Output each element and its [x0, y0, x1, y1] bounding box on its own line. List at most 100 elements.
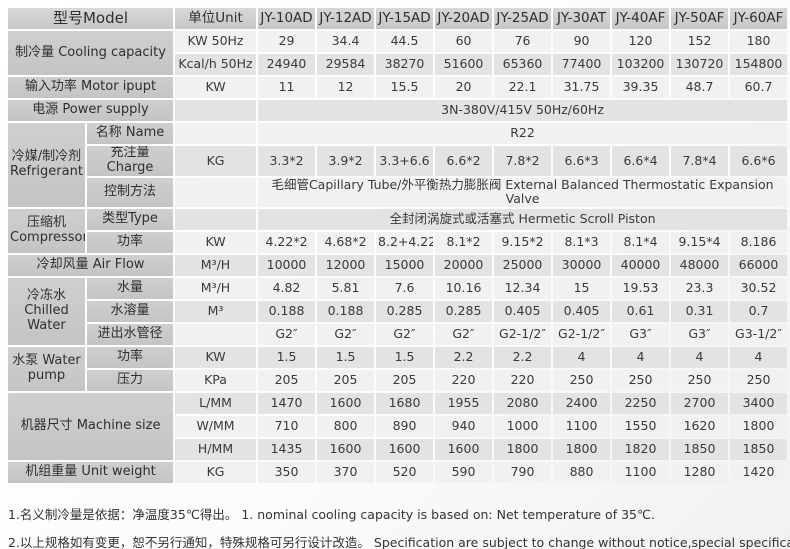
value-cell: 4	[730, 346, 788, 368]
value-cell: 76	[494, 31, 552, 52]
value-cell: 1800	[730, 415, 788, 437]
value-cell: 7.6	[376, 277, 434, 299]
sub-label-cell: 名称 Name	[87, 123, 174, 144]
value-cell: 29584	[317, 54, 375, 75]
value-cell: 3.9*2	[317, 146, 375, 176]
header-model-cell: JY-20AD	[435, 8, 493, 29]
value-cell: 4	[612, 346, 670, 368]
value-cell: 2.2	[435, 346, 493, 368]
value-cell: 31.75	[553, 77, 611, 98]
value-cell: 1420	[730, 461, 788, 483]
value-cell: 15000	[376, 254, 434, 276]
unit-cell	[175, 100, 257, 121]
value-cell: 8.1*2	[435, 231, 493, 253]
value-cell: 20	[435, 77, 493, 98]
value-cell: 12000	[317, 254, 375, 276]
value-cell: G2″	[258, 323, 316, 345]
value-cell: 8.2+4.22	[376, 231, 434, 253]
value-cell: 250	[553, 369, 611, 391]
table-row: 压力 KPa 205 205 205 220 220 250 250 250 250	[8, 369, 788, 391]
value-cell: 220	[435, 369, 493, 391]
value-cell: 38270	[376, 54, 434, 75]
value-cell: 11	[258, 77, 316, 98]
value-cell: 152	[671, 31, 729, 52]
unit-cell: M³/H	[175, 254, 257, 276]
header-unit-label: 单位Unit	[175, 8, 257, 29]
value-cell: 1955	[435, 392, 493, 414]
value-cell: 103200	[612, 54, 670, 75]
table-row: 充注量 Charge KG 3.3*2 3.9*2 3.3+6.6 6.6*2 7.8*2 6…	[8, 146, 788, 176]
value-cell: 23.3	[671, 277, 729, 299]
value-cell: 6.6*3	[553, 146, 611, 176]
value-cell: 24940	[258, 54, 316, 75]
table-row: 输入功率 Motor ipupt KW 11 12 15.5 20 22.1 31.75 39.…	[8, 77, 788, 98]
value-cell: 790	[494, 461, 552, 483]
value-cell: 15	[553, 277, 611, 299]
table-row: W/MM 710 800 890 940 1000 1100 1550 1620 1800	[8, 415, 788, 437]
value-cell: 1435	[258, 438, 316, 460]
value-cell: 1680	[376, 392, 434, 414]
table-row: 电源 Power supply 3N-380V/415V 50Hz/60Hz	[8, 100, 788, 121]
value-cell: 2250	[612, 392, 670, 414]
value-cell: 30000	[553, 254, 611, 276]
value-cell: 1850	[671, 438, 729, 460]
table-row: 制冷量 Cooling capacity KW 50Hz 29 34.4 44.5 60 7…	[8, 31, 788, 75]
header-model-cell: JY-15AD	[376, 8, 434, 29]
unit-cell	[175, 323, 257, 345]
value-cell: 4	[553, 346, 611, 368]
value-cell: 4.22*2	[258, 231, 316, 253]
value-cell: 1620	[671, 415, 729, 437]
value-cell: 30.52	[730, 277, 788, 299]
value-cell: 1600	[376, 438, 434, 460]
value-cell: 710	[258, 415, 316, 437]
header-model-cell: JY-25AD	[494, 8, 552, 29]
value-cell: 12	[317, 77, 375, 98]
value-cell: 6.6*2	[435, 146, 493, 176]
value-cell: 1600	[317, 392, 375, 414]
value-cell: 205	[317, 369, 375, 391]
merged-value-cell: 3N-380V/415V 50Hz/60Hz	[258, 100, 788, 121]
value-cell: 0.405	[494, 300, 552, 322]
sub-label-cell: 充注量 Charge	[87, 146, 174, 176]
value-cell: 10.16	[435, 277, 493, 299]
header-model-cell: JY-40AF	[612, 8, 670, 29]
value-cell: 2400	[553, 392, 611, 414]
value-cell: 940	[435, 415, 493, 437]
value-cell: G3″	[612, 323, 670, 345]
unit-cell: KW	[175, 77, 257, 98]
unit-cell: KW	[175, 231, 257, 253]
value-cell: 1820	[612, 438, 670, 460]
value-cell: 90	[553, 31, 611, 52]
unit-cell: H/MM	[175, 438, 257, 460]
table-row: H/MM 1435 1600 1600 1600 1800 1800 1820 1850 1850	[8, 438, 788, 460]
value-cell: 1850	[730, 438, 788, 460]
value-cell: 1.5	[317, 346, 375, 368]
header-model-cell: JY-30AT	[553, 8, 611, 29]
merged-value-cell: 全封闭涡旋式或活塞式 Hermetic Scroll Piston	[258, 208, 788, 230]
footnote-1: 1.名义制冷量是依据：净温度35℃得出。 1. nominal cooling …	[8, 507, 655, 522]
value-cell: 130720	[671, 54, 729, 75]
value-cell: 1470	[258, 392, 316, 414]
unit-cell: KPa	[175, 369, 257, 391]
value-cell: 0.7	[730, 300, 788, 322]
value-cell: 250	[730, 369, 788, 391]
sub-label-cell: 功率	[87, 231, 174, 253]
value-cell: 10000	[258, 254, 316, 276]
unit-cell: M³	[175, 300, 257, 322]
value-cell: 0.405	[553, 300, 611, 322]
value-cell: 180	[730, 31, 788, 52]
unit-cell: Kcal/h 50Hz	[175, 54, 257, 75]
value-cell: 370	[317, 461, 375, 483]
group-label-cell: 压缩机 Compressor	[8, 208, 85, 253]
value-cell: 154800	[730, 54, 788, 75]
value-cell: 220	[494, 369, 552, 391]
unit-cell: W/MM	[175, 415, 257, 437]
value-cell: 1.5	[258, 346, 316, 368]
merged-value-cell: 毛细管Capillary Tube/外平衡热力膨胀阀 External Bala…	[258, 177, 788, 207]
value-cell: 590	[435, 461, 493, 483]
merged-value-cell: R22	[258, 123, 788, 144]
footnote-2: 2.以上规格如有变更，恕不另行通知，特殊规格可另行设计改造。 Specifica…	[8, 535, 790, 549]
value-cell: 40000	[612, 254, 670, 276]
table-row: 功率 KW 4.22*2 4.68*2 8.2+4.22 8.1*2 9.15*2 8.1*3…	[8, 231, 788, 253]
value-cell: 880	[553, 461, 611, 483]
